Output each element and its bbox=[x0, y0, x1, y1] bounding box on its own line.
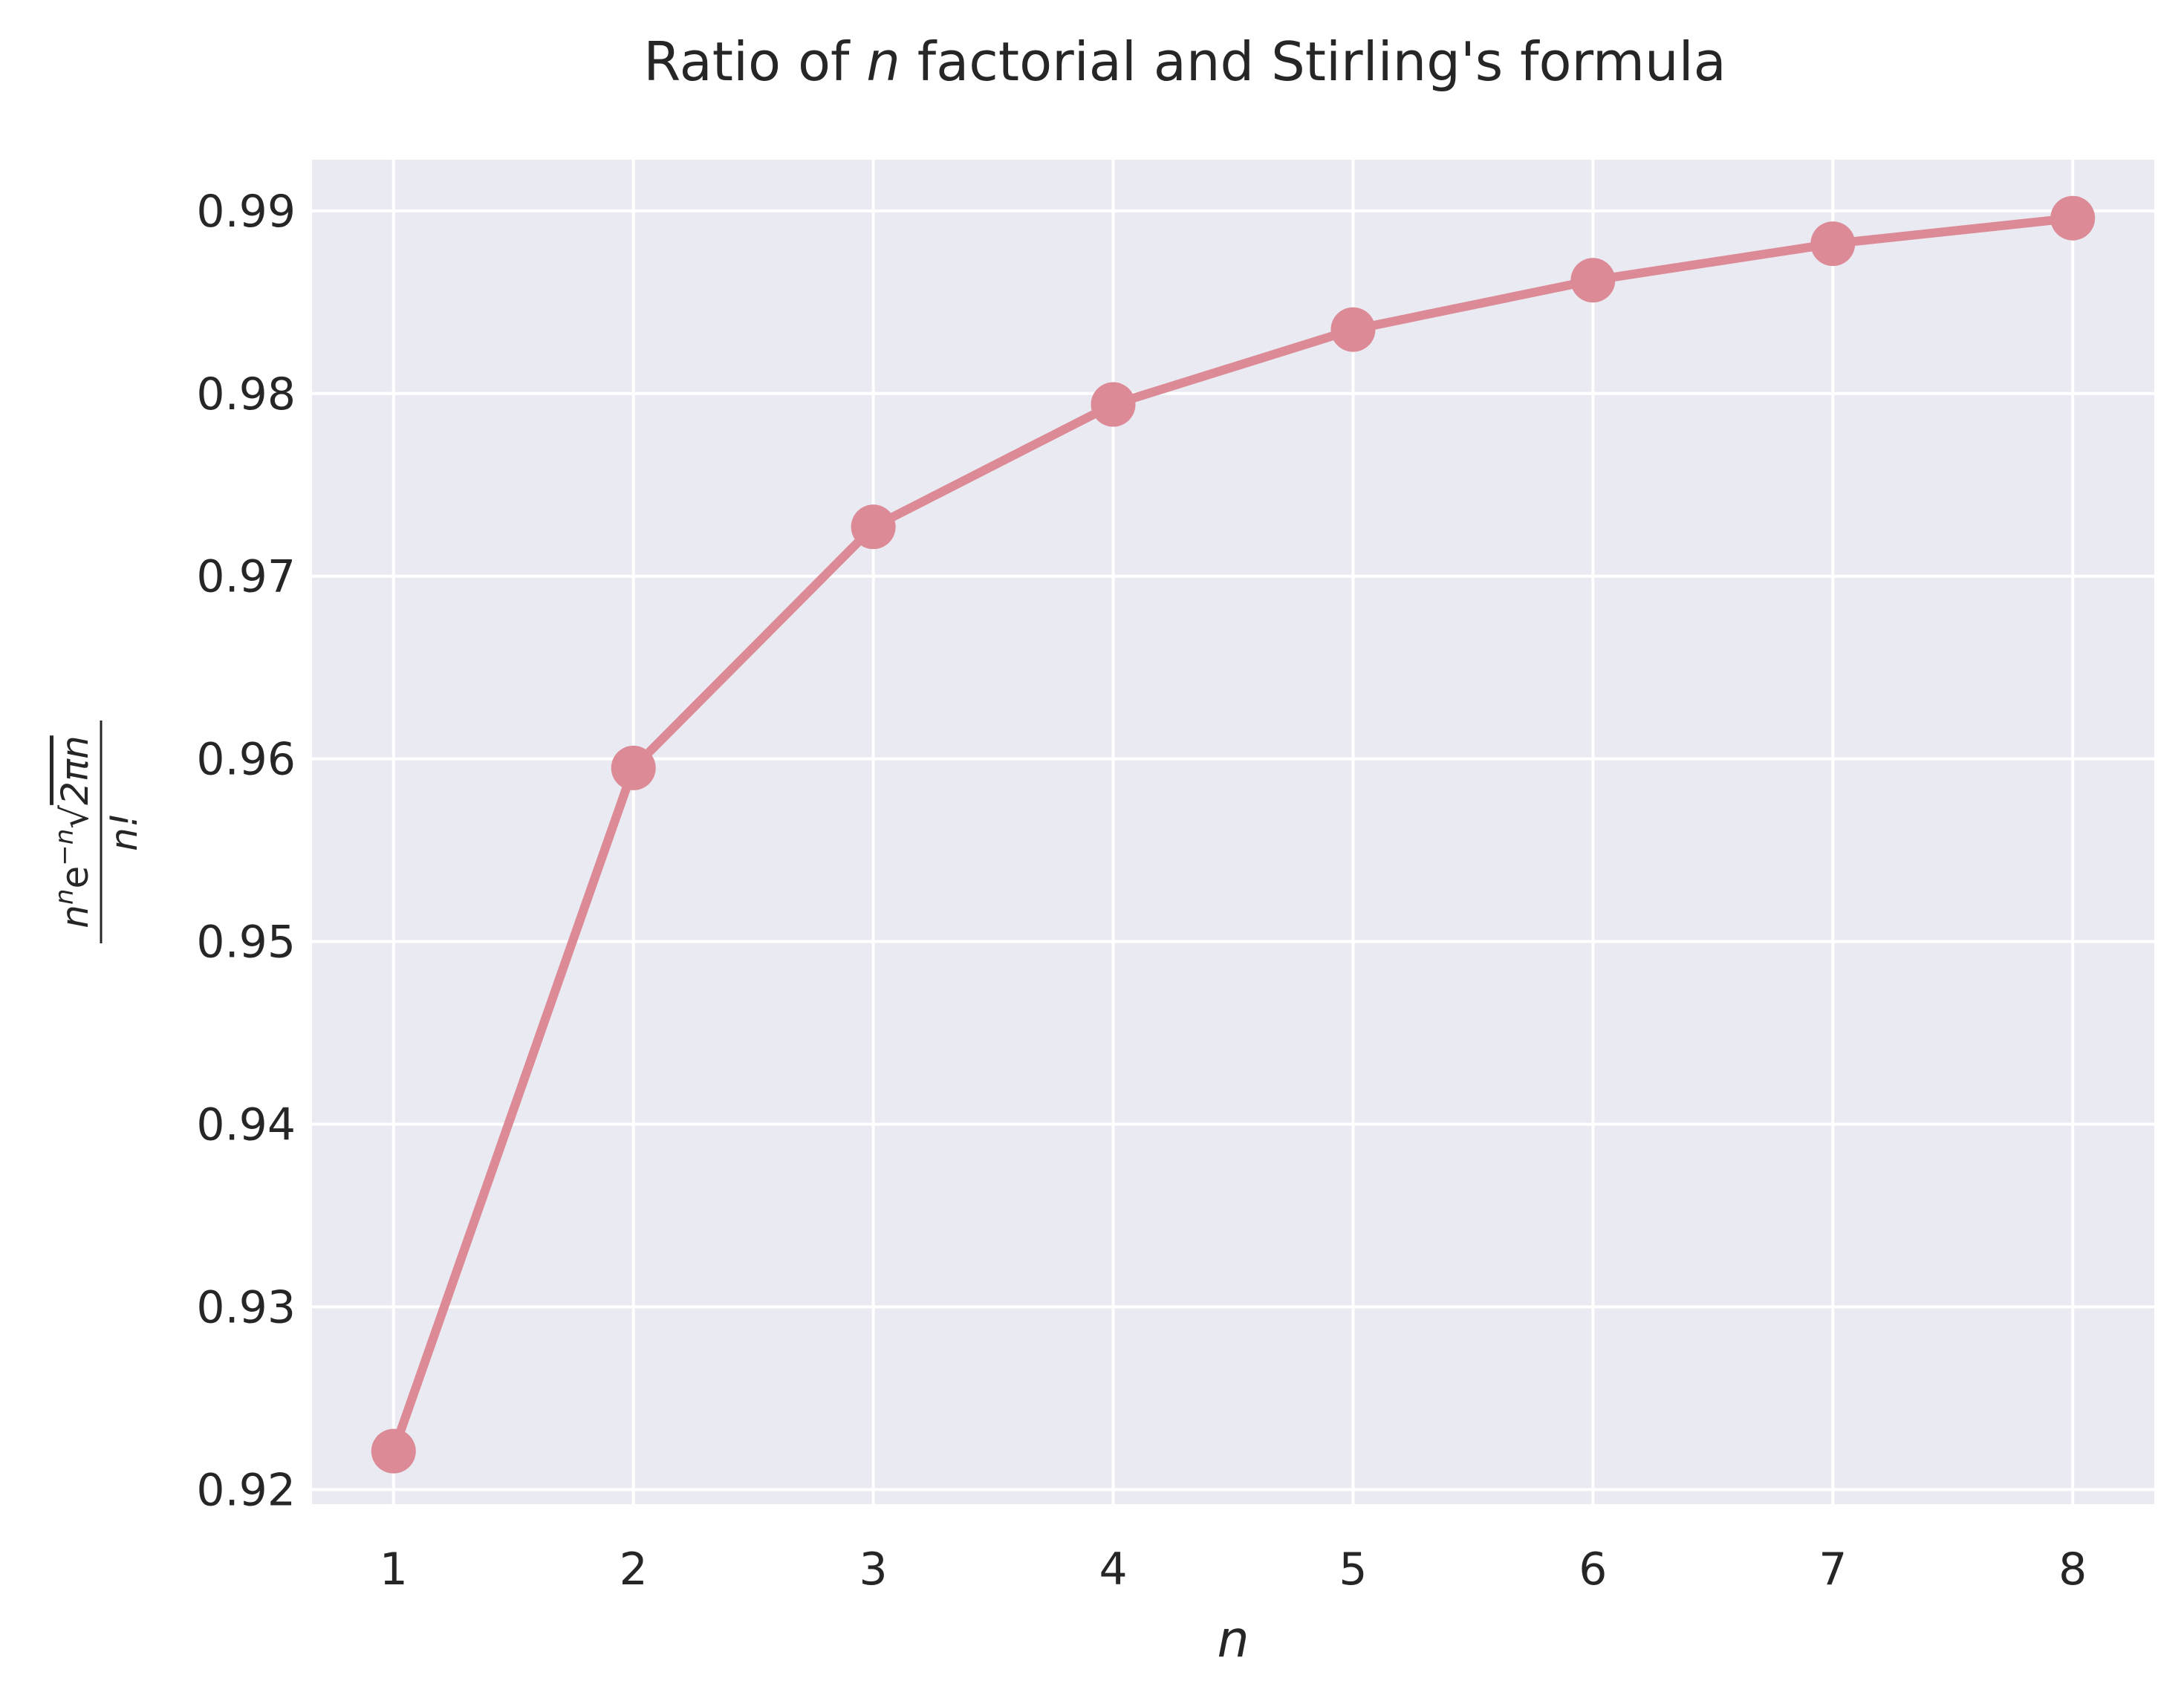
x-tick-label: 1 bbox=[380, 1544, 408, 1595]
x-tick-label: 7 bbox=[1819, 1544, 1847, 1595]
y-tick-label: 0.93 bbox=[196, 1281, 296, 1333]
x-tick-label: 6 bbox=[1579, 1544, 1607, 1595]
x-tick-label: 5 bbox=[1339, 1544, 1367, 1595]
data-point bbox=[851, 504, 896, 550]
chart-title-variable: n bbox=[866, 30, 900, 93]
data-point bbox=[611, 745, 656, 790]
grid-lines bbox=[312, 160, 2154, 1504]
x-tick-label: 4 bbox=[1099, 1544, 1127, 1595]
plot-area bbox=[312, 160, 2154, 1504]
y-tick-label: 0.97 bbox=[196, 551, 296, 603]
chart-title: Ratio of n factorial and Stirling's form… bbox=[643, 30, 1726, 93]
y-axis-label-numerator: nne−n√2πn bbox=[50, 735, 97, 928]
y-tick-label: 0.99 bbox=[196, 186, 296, 238]
x-tick-label: 3 bbox=[859, 1544, 888, 1595]
y-tick-label: 0.92 bbox=[196, 1464, 296, 1516]
data-point bbox=[1810, 221, 1856, 267]
data-point bbox=[1091, 382, 1136, 427]
y-tick-label: 0.95 bbox=[196, 917, 296, 969]
y-axis-label: nne−n√2πn n! bbox=[50, 720, 146, 943]
y-tick-label: 0.94 bbox=[196, 1099, 296, 1151]
data-point bbox=[1330, 307, 1376, 352]
data-point bbox=[371, 1428, 416, 1474]
data-point bbox=[2050, 195, 2096, 241]
tick-labels: 1 2 3 4 5 6 7 8 0.92 0.93 0.94 0.95 0.96 0.97 0.98 0.99 bbox=[196, 186, 2087, 1595]
y-axis-label-denominator: n! bbox=[103, 813, 146, 851]
y-tick-label: 0.96 bbox=[196, 734, 296, 786]
series bbox=[371, 195, 2096, 1474]
x-tick-label: 2 bbox=[620, 1544, 648, 1595]
series-line bbox=[389, 213, 2078, 1456]
y-tick-label: 0.98 bbox=[196, 368, 296, 420]
data-point bbox=[1570, 258, 1616, 303]
x-axis-label: n bbox=[1217, 1610, 1249, 1669]
x-tick-label: 8 bbox=[2058, 1544, 2087, 1595]
